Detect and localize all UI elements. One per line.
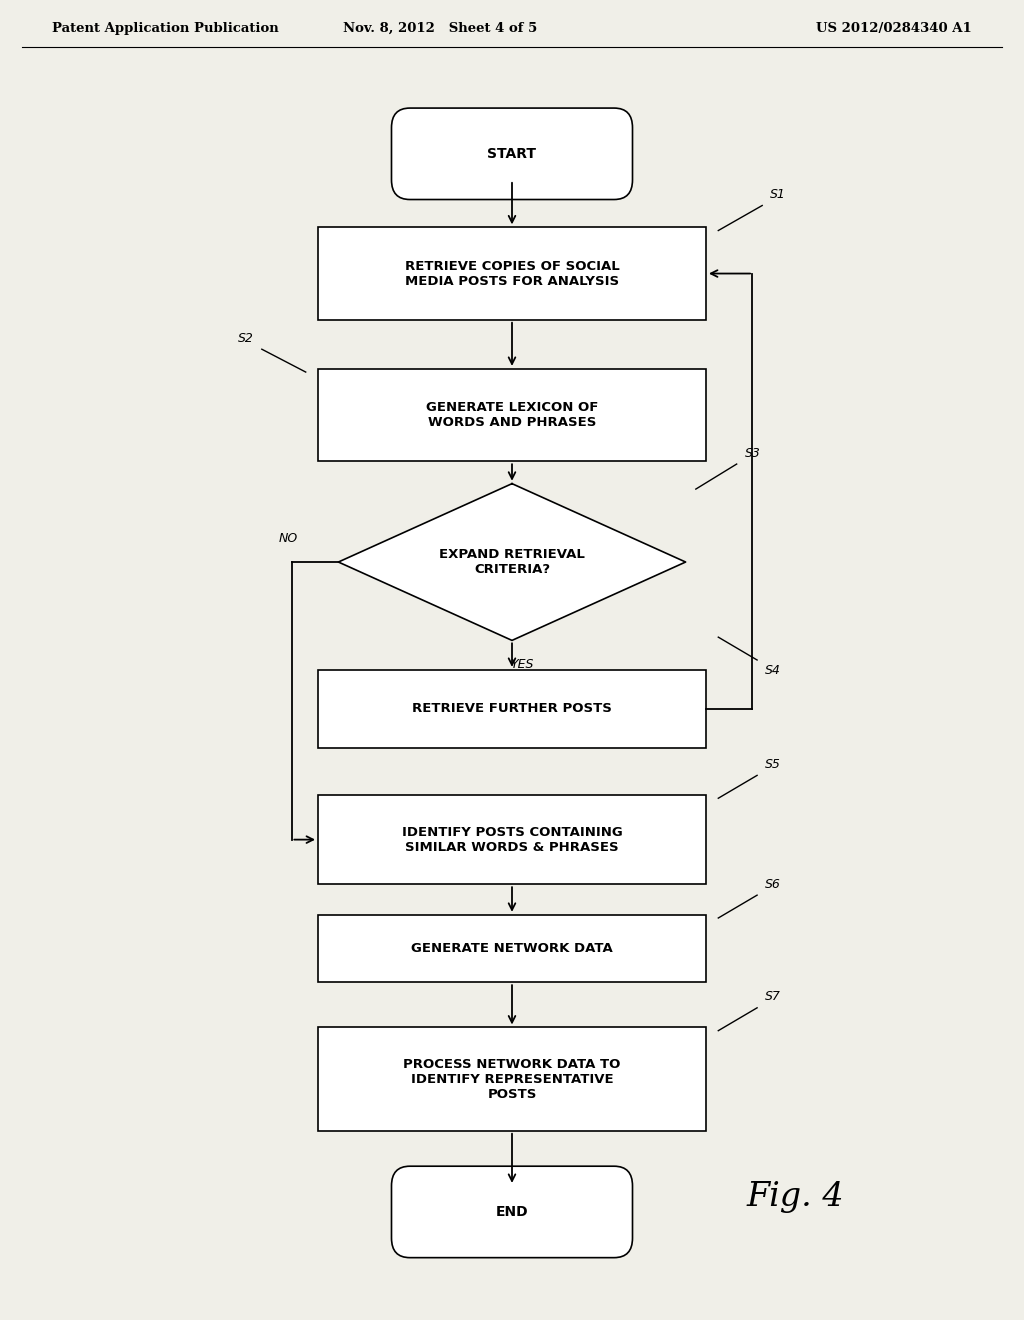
Text: US 2012/0284340 A1: US 2012/0284340 A1 [816,22,972,36]
FancyBboxPatch shape [318,669,706,748]
Text: RETRIEVE FURTHER POSTS: RETRIEVE FURTHER POSTS [412,702,612,715]
Text: S1: S1 [770,189,786,201]
Polygon shape [338,483,686,640]
Text: S5: S5 [765,758,781,771]
Text: RETRIEVE COPIES OF SOCIAL
MEDIA POSTS FOR ANALYSIS: RETRIEVE COPIES OF SOCIAL MEDIA POSTS FO… [404,260,620,288]
Text: S6: S6 [765,878,781,891]
Text: S3: S3 [744,446,761,459]
Text: END: END [496,1205,528,1218]
Text: S7: S7 [765,990,781,1003]
FancyBboxPatch shape [391,1166,633,1258]
Text: NO: NO [279,532,298,545]
FancyBboxPatch shape [318,1027,706,1131]
Text: Fig. 4: Fig. 4 [746,1180,845,1213]
Text: Nov. 8, 2012   Sheet 4 of 5: Nov. 8, 2012 Sheet 4 of 5 [343,22,538,36]
FancyBboxPatch shape [318,915,706,982]
Text: PROCESS NETWORK DATA TO
IDENTIFY REPRESENTATIVE
POSTS: PROCESS NETWORK DATA TO IDENTIFY REPRESE… [403,1057,621,1101]
Text: S4: S4 [765,664,781,677]
Text: GENERATE LEXICON OF
WORDS AND PHRASES: GENERATE LEXICON OF WORDS AND PHRASES [426,401,598,429]
FancyBboxPatch shape [391,108,633,199]
Text: S2: S2 [238,331,254,345]
Text: START: START [487,147,537,161]
FancyBboxPatch shape [318,795,706,884]
Text: EXPAND RETRIEVAL
CRITERIA?: EXPAND RETRIEVAL CRITERIA? [439,548,585,576]
FancyBboxPatch shape [318,368,706,461]
FancyBboxPatch shape [318,227,706,319]
Text: GENERATE NETWORK DATA: GENERATE NETWORK DATA [411,942,613,954]
Text: IDENTIFY POSTS CONTAINING
SIMILAR WORDS & PHRASES: IDENTIFY POSTS CONTAINING SIMILAR WORDS … [401,825,623,854]
Text: Patent Application Publication: Patent Application Publication [52,22,280,36]
Text: YES: YES [511,657,534,671]
